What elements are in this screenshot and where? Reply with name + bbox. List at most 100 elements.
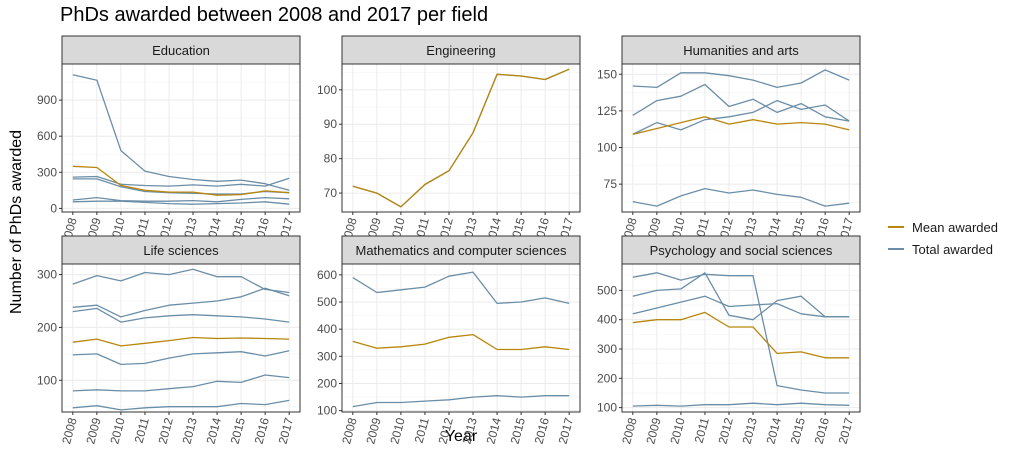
- x-tick-label: 2017: [836, 416, 857, 446]
- y-tick-label: 0: [50, 201, 57, 215]
- total-line-humanities-and-arts-1: [632, 69, 850, 89]
- y-tick-label: 200: [317, 376, 337, 390]
- y-tick-label: 300: [37, 165, 57, 179]
- y-tick-label: 500: [317, 295, 337, 309]
- x-tick-label: 2012: [155, 416, 176, 446]
- y-tick-label: 90: [324, 117, 338, 131]
- y-tick-label: 600: [37, 129, 57, 143]
- y-tick-label: 400: [597, 313, 617, 327]
- x-tick-label: 2008: [339, 416, 360, 446]
- mean-line-mathematics-and-computer-sciences: [352, 333, 570, 351]
- x-tick-label: 2015: [788, 416, 809, 446]
- x-tick-label: 2013: [459, 416, 480, 446]
- y-tick-label: 600: [317, 268, 337, 282]
- total-line-psychology-and-social-sciences-4: [632, 402, 850, 407]
- y-tick-label: 100: [317, 83, 337, 97]
- strip-humanities-and-arts: [621, 35, 861, 65]
- legend-item-mean: Mean awarded: [888, 216, 998, 238]
- panel-bg-education: [62, 64, 300, 212]
- strip-label-life-sciences: Life sciences: [143, 243, 219, 258]
- x-tick-label: 2008: [59, 416, 80, 446]
- panel-border-life-sciences: [61, 263, 301, 413]
- x-tick-label: 2010: [667, 416, 688, 446]
- panel-bg-engineering: [342, 64, 580, 212]
- panel-border-mathematics-and-computer-sciences: [341, 263, 581, 413]
- strip-label-education: Education: [152, 43, 210, 58]
- y-tick-label: 150: [597, 67, 617, 81]
- panel-bg-psychology-and-social-sciences: [622, 264, 860, 412]
- mean-line-humanities-and-arts: [632, 116, 850, 135]
- panel-psychology-and-social-sciences: Psychology and social sciences 100 200 300 4…: [597, 235, 861, 446]
- y-tick-label: 200: [597, 371, 617, 385]
- x-tick-label: 2010: [107, 416, 128, 446]
- strip-mathematics-and-computer-sciences: [341, 235, 581, 265]
- total-line-life-sciences-3: [72, 307, 290, 323]
- x-tick-label: 2014: [204, 416, 225, 446]
- panel-border-psychology-and-social-sciences: [621, 263, 861, 413]
- x-tick-label: 2009: [83, 416, 104, 446]
- legend-key-total: [888, 248, 904, 250]
- x-tick-label: 2013: [739, 416, 760, 446]
- mean-line-life-sciences: [72, 336, 290, 347]
- strip-psychology-and-social-sciences: [621, 235, 861, 265]
- x-tick-label: 2009: [643, 416, 664, 446]
- legend-label-mean: Mean awarded: [912, 219, 998, 235]
- y-tick-label: 100: [597, 401, 617, 415]
- total-line-humanities-and-arts-4: [632, 187, 850, 207]
- x-tick-label: 2014: [484, 416, 505, 446]
- strip-label-psychology-and-social-sciences: Psychology and social sciences: [650, 243, 833, 258]
- legend-key-mean: [888, 226, 904, 228]
- x-tick-label: 2012: [715, 416, 736, 446]
- y-tick-label: 100: [317, 404, 337, 418]
- x-axis-title: Year: [444, 428, 478, 445]
- x-tick-label: 2015: [508, 416, 529, 446]
- total-line-psychology-and-social-sciences-3: [632, 295, 850, 318]
- y-tick-label: 70: [324, 186, 338, 200]
- total-line-life-sciences-4: [72, 350, 290, 366]
- x-tick-label: 2015: [228, 416, 249, 446]
- total-line-mathematics-and-computer-sciences-2: [352, 395, 570, 408]
- legend-label-total: Total awarded: [912, 241, 993, 257]
- chart-title: PhDs awarded between 2008 and 2017 per f…: [60, 4, 489, 26]
- panel-border-engineering: [341, 63, 581, 213]
- x-tick-label: 2017: [276, 416, 297, 446]
- x-tick-label: 2010: [387, 416, 408, 446]
- y-tick-label: 300: [37, 268, 57, 282]
- x-tick-label: 2016: [252, 416, 273, 446]
- y-tick-label: 100: [37, 373, 57, 387]
- total-line-life-sciences-5: [72, 374, 290, 392]
- total-line-life-sciences-2: [72, 287, 290, 318]
- total-line-education-4: [72, 196, 290, 203]
- x-tick-label: 2011: [692, 416, 712, 445]
- y-tick-label: 300: [597, 342, 617, 356]
- panel-border-humanities-and-arts: [621, 63, 861, 213]
- panel-bg-humanities-and-arts: [622, 64, 860, 212]
- total-line-humanities-and-arts-3: [632, 99, 850, 135]
- mean-line-psychology-and-social-sciences: [632, 311, 850, 359]
- total-line-life-sciences-1: [72, 268, 290, 294]
- x-tick-label: 2017: [556, 416, 577, 446]
- mean-line-education: [72, 165, 290, 196]
- y-tick-label: 500: [597, 283, 617, 297]
- panel-bg-mathematics-and-computer-sciences: [342, 264, 580, 412]
- strip-education: [61, 35, 301, 65]
- y-tick-label: 125: [597, 104, 617, 118]
- mean-line-engineering: [352, 68, 570, 208]
- x-tick-label: 2016: [812, 416, 833, 446]
- legend: Mean awarded Total awarded: [888, 216, 998, 260]
- y-tick-label: 75: [604, 177, 618, 191]
- total-line-education-5: [72, 200, 290, 205]
- x-tick-label: 2014: [764, 416, 785, 446]
- total-line-life-sciences-6: [72, 399, 290, 411]
- total-line-psychology-and-social-sciences-2: [632, 272, 850, 321]
- total-line-education-2: [72, 175, 290, 187]
- x-tick-label: 2011: [132, 416, 152, 445]
- strip-label-humanities-and-arts: Humanities and arts: [683, 43, 799, 58]
- y-tick-label: 400: [317, 322, 337, 336]
- panel-border-education: [61, 63, 301, 213]
- x-tick-label: 2009: [363, 416, 384, 446]
